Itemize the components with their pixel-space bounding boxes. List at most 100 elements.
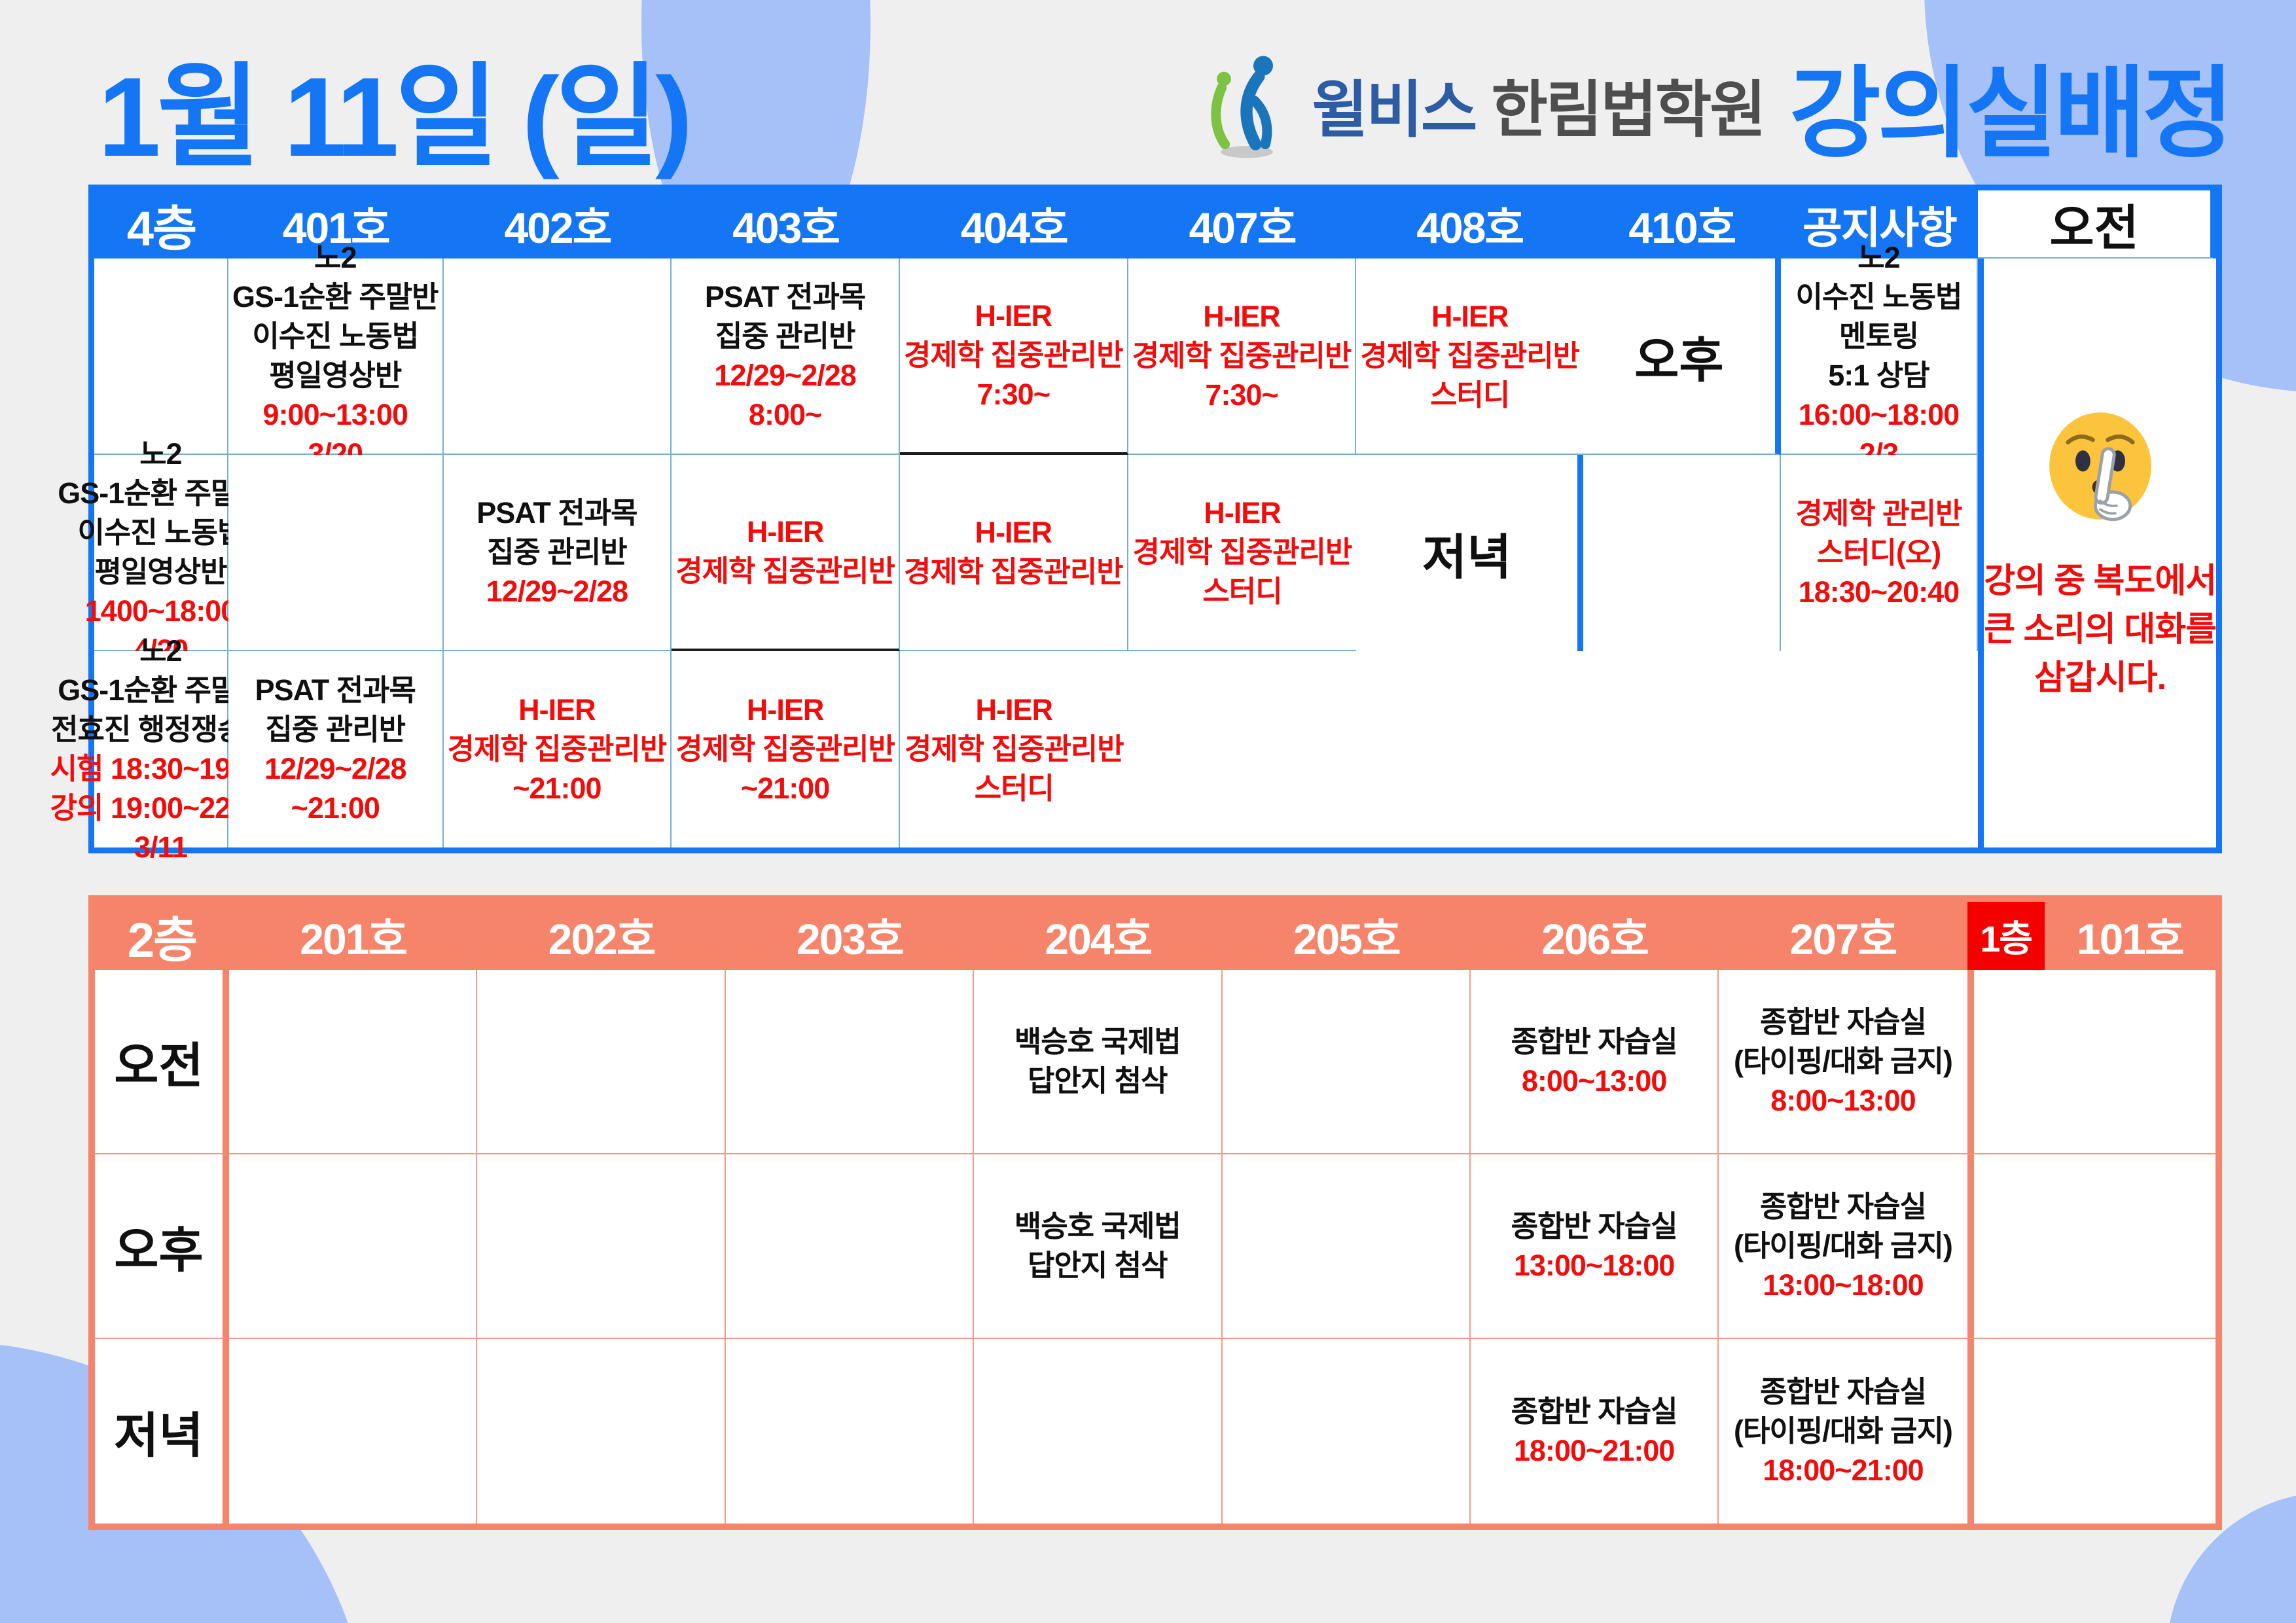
room-header-20x: 201호 xyxy=(229,902,478,970)
schedule-line: 멘토링 xyxy=(1839,319,1919,353)
schedule-cell: H-IER 경제학 집중관리반 xyxy=(899,455,1128,651)
room-header-20x: 203호 xyxy=(725,902,975,970)
schedule-cell: PSAT 전과목 집중 관리반 12/29~2/28 ~21:00 xyxy=(228,651,444,847)
schedule-cell xyxy=(1967,970,2215,1154)
floor4-schedule-table: 4층 401호 402호 403호 404호 407호 408호 410호 공지사항 오전 노2 GS… xyxy=(50,185,2222,864)
schedule-line: 백승호 국제법 xyxy=(1014,1025,1181,1058)
notice-header: 공지사항 xyxy=(1780,190,1979,259)
floor2-schedule-table: 2층 201호 202호 203호 204호 205호 206호 207호 1층 101호 오전 백승… xyxy=(88,895,2222,1530)
schedule-line: 경제학 집중관리반 xyxy=(675,554,895,588)
schedule-line: GS-1순환 주말반 xyxy=(232,280,439,313)
room-header-40x: 410호 xyxy=(1583,190,1781,259)
schedule-cell xyxy=(1222,1339,1471,1524)
schedule-line: 18:00~21:00 xyxy=(1763,1454,1924,1487)
schedule-line: 종합반 자습실 xyxy=(1759,1005,1927,1039)
schedule-line: 경제학 관리반 xyxy=(1795,497,1962,530)
schedule-line: 스터디 xyxy=(1202,575,1282,608)
schedule-line: 백승호 국제법 xyxy=(1014,1209,1181,1243)
schedule-cell xyxy=(477,1339,726,1524)
schedule-line: 18:00~21:00 xyxy=(1513,1434,1675,1467)
schedule-cell xyxy=(725,1339,975,1524)
schedule-line: 3/11 xyxy=(134,830,188,864)
schedule-line: 답안지 첨삭 xyxy=(1028,1064,1168,1097)
schedule-line: H-IER xyxy=(1204,496,1281,529)
room-header-40x: 403호 xyxy=(672,190,900,259)
floor-label-1f: 1층 xyxy=(1967,902,2045,970)
logo-row: 윌비스 한림법학원 강의실배정 xyxy=(1198,46,2234,169)
schedule-line: H-IER xyxy=(975,693,1053,726)
schedule-line: H-IER xyxy=(975,299,1052,332)
time-label: 오전 xyxy=(95,970,229,1154)
schedule-cell xyxy=(1222,1154,1471,1339)
schedule-line: (타이핑/대화 금지) xyxy=(1734,1229,1953,1262)
notice-line: 강의 중 복도에서 xyxy=(1984,562,2217,600)
schedule-cell xyxy=(94,259,228,455)
schedule-cell: 종합반 자습실 13:00~18:00 xyxy=(1470,1154,1719,1339)
schedule-line: 경제학 집중관리반 xyxy=(1132,535,1353,569)
schedule-line: 집중 관리반 xyxy=(265,713,406,746)
floor-label-2f: 2층 xyxy=(95,902,229,970)
schedule-line: 종합반 자습실 xyxy=(1511,1209,1678,1243)
schedule-cell xyxy=(229,1154,478,1339)
schedule-line: 집중 관리반 xyxy=(487,535,628,569)
schedule-line: 18:30~20:40 xyxy=(1798,575,1960,609)
room-header-40x: 408호 xyxy=(1356,190,1584,259)
notice-line: 삼갑시다. xyxy=(2034,659,2166,697)
time-label: 오전 xyxy=(1978,190,2216,259)
room-header-20x: 207호 xyxy=(1719,902,1967,970)
schedule-line: ~21:00 xyxy=(740,772,830,805)
schedule-line: 스터디 xyxy=(974,772,1054,805)
schedule-line: 이수진 노동법 xyxy=(252,319,419,353)
room-header-20x: 202호 xyxy=(477,902,726,970)
schedule-line: 9:00~13:00 xyxy=(262,398,408,431)
logo-brand: 윌비스 xyxy=(1311,75,1477,144)
room-header-20x: 206호 xyxy=(1470,902,1719,970)
notice-line: 큰 소리의 대화를 xyxy=(1984,611,2217,649)
schedule-line: 12/29~2/28 xyxy=(486,575,628,608)
schedule-cell xyxy=(228,455,444,651)
schedule-line: ~21:00 xyxy=(291,791,380,825)
schedule-cell: PSAT 전과목 집중 관리반 12/29~2/28 8:00~ xyxy=(672,259,900,455)
schedule-line: PSAT 전과목 xyxy=(704,280,866,313)
schedule-line: 12/29~2/28 xyxy=(714,359,856,392)
schedule-cell xyxy=(1967,1154,2215,1339)
schedule-line: H-IER xyxy=(746,515,824,548)
schedule-line: 경제학 집중관리반 xyxy=(1360,339,1580,372)
schedule-line: ~21:00 xyxy=(512,772,601,805)
schedule-cell: 종합반 자습실 (타이핑/대화 금지) 18:00~21:00 xyxy=(1719,1339,1967,1524)
schedule-line: 평일영상반 xyxy=(269,359,402,392)
schedule-line: 종합반 자습실 xyxy=(1759,1375,1927,1408)
schedule-line: 평일영상반 xyxy=(94,555,228,588)
schedule-cell xyxy=(229,1339,478,1524)
schedule-line: 8:00~ xyxy=(748,398,822,431)
schedule-line: PSAT 전과목 xyxy=(476,496,637,529)
schedule-line: 8:00~13:00 xyxy=(1521,1064,1667,1097)
schedule-line: 종합반 자습실 xyxy=(1511,1395,1678,1428)
schedule-cell: 종합반 자습실 18:00~21:00 xyxy=(1470,1339,1719,1524)
time-label: 저녁 xyxy=(95,1339,229,1524)
schedule-line: 1400~18:00 xyxy=(84,594,237,628)
schedule-line: H-IER xyxy=(518,693,596,726)
schedule-line: H-IER xyxy=(1203,300,1280,333)
floor-label-4f: 4층 xyxy=(94,190,228,259)
time-label: 저녁 xyxy=(1356,455,1584,651)
schedule-line: 이수진 노동법 xyxy=(1795,280,1962,313)
schedule-line: 스터디(오) xyxy=(1816,536,1942,569)
schedule-line: 경제학 집중관리반 xyxy=(903,555,1124,588)
schedule-line: 7:30~ xyxy=(977,378,1050,411)
schedule-line: 16:00~18:00 xyxy=(1798,398,1960,431)
schedule-line: H-IER xyxy=(975,516,1052,549)
time-label: 오후 xyxy=(1583,259,1781,455)
schedule-cell: H-IER 경제학 집중관리반 7:30~ xyxy=(1128,259,1357,455)
schedule-cell: 종합반 자습실 (타이핑/대화 금지) 8:00~13:00 xyxy=(1719,970,1967,1154)
schedule-cell: 노2 이수진 노동법 멘토링 5:1 상담 16:00~18:00 2/3 xyxy=(1780,241,1979,471)
schedule-cell xyxy=(974,1339,1223,1524)
schedule-line: 이수진 노동법 xyxy=(77,516,245,549)
time-label: 오후 xyxy=(95,1154,229,1339)
schedule-line: 답안지 첨삭 xyxy=(1028,1249,1168,1282)
schedule-line: 스터디 xyxy=(1430,378,1510,412)
